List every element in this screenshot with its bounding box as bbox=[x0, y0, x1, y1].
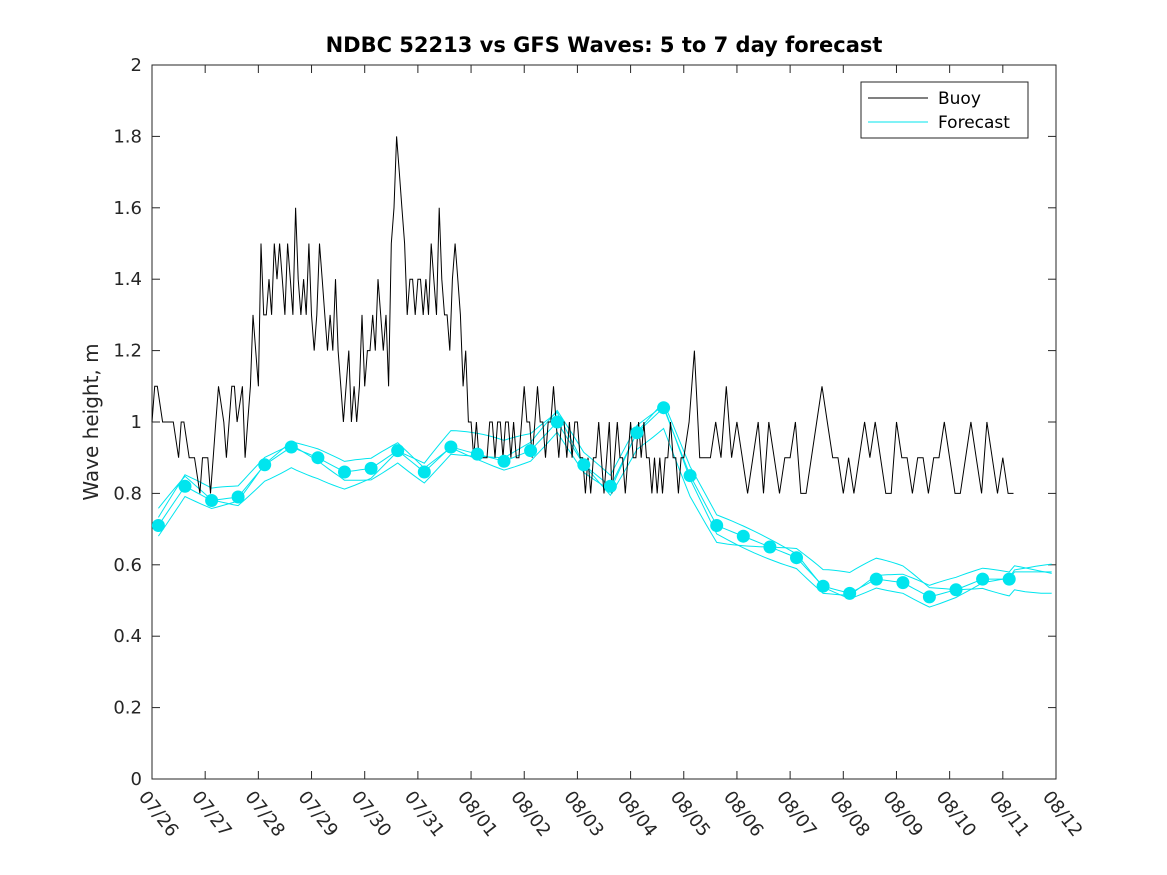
y-tick-label: 2 bbox=[131, 55, 142, 76]
y-axis-label: Wave height, m bbox=[79, 343, 103, 500]
y-tick-label: 0.8 bbox=[113, 483, 142, 504]
forecast-point bbox=[816, 579, 830, 593]
y-tick-label: 0.6 bbox=[113, 555, 142, 576]
y-axis: 0 0.2 0.4 0.6 0.8 1 1.2 1.4 1.6 1.8 2 bbox=[113, 55, 1056, 790]
y-tick-label: 1 bbox=[131, 412, 142, 433]
y-tick-label: 1.8 bbox=[113, 126, 142, 147]
y-tick-label: 1.6 bbox=[113, 198, 142, 219]
y-tick-label: 0.2 bbox=[113, 698, 142, 719]
legend-buoy-label: Buoy bbox=[938, 89, 981, 109]
y-tick-label: 1.2 bbox=[113, 341, 142, 362]
legend-box bbox=[860, 81, 1029, 139]
forecast-point bbox=[231, 490, 245, 504]
forecast-series bbox=[151, 401, 1016, 604]
forecast-point bbox=[497, 454, 511, 468]
forecast-point bbox=[896, 576, 910, 590]
forecast-point bbox=[790, 551, 803, 565]
forecast-point bbox=[922, 590, 936, 604]
forecast-point bbox=[205, 494, 219, 507]
forecast-point bbox=[470, 447, 484, 461]
forecast-point bbox=[151, 519, 165, 532]
y-tick-label: 0.4 bbox=[113, 626, 142, 647]
plot-area bbox=[151, 64, 1057, 780]
forecast-point bbox=[736, 529, 750, 543]
forecast-point bbox=[550, 415, 564, 429]
forecast-point bbox=[869, 572, 883, 586]
forecast-point bbox=[338, 465, 351, 479]
buoy-line bbox=[151, 136, 1014, 494]
forecast-point bbox=[630, 426, 644, 440]
forecast-point bbox=[843, 586, 857, 600]
forecast-point bbox=[1002, 572, 1016, 586]
chart-title: NDBC 52213 vs GFS Waves: 5 to 7 day fore… bbox=[326, 33, 883, 57]
forecast-point bbox=[364, 461, 378, 475]
forecast-point bbox=[577, 458, 591, 472]
legend: Buoy Forecast bbox=[860, 81, 1029, 139]
forecast-point bbox=[657, 401, 671, 415]
forecast-line bbox=[157, 404, 1052, 596]
y-tick-label: 0 bbox=[131, 769, 142, 790]
y-tick-label: 1.4 bbox=[113, 269, 142, 290]
forecast-point bbox=[311, 451, 325, 465]
forecast-point bbox=[976, 572, 990, 586]
forecast-point bbox=[683, 469, 697, 483]
buoy-series bbox=[151, 136, 1014, 494]
forecast-point bbox=[524, 444, 538, 458]
forecast-point bbox=[178, 479, 192, 493]
legend-forecast-label: Forecast bbox=[938, 113, 1010, 133]
forecast-point bbox=[444, 440, 458, 454]
forecast-point bbox=[391, 444, 405, 458]
forecast-point bbox=[417, 465, 431, 479]
forecast-point bbox=[603, 479, 617, 493]
forecast-point bbox=[710, 519, 724, 532]
forecast-point bbox=[258, 458, 272, 472]
forecast-point bbox=[949, 583, 963, 597]
forecast-point bbox=[763, 540, 777, 554]
forecast-point bbox=[284, 440, 298, 454]
